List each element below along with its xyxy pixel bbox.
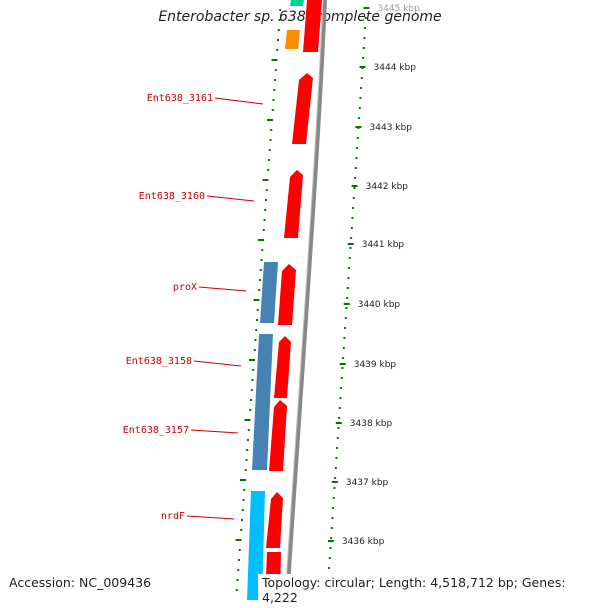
reverse-genes	[247, 0, 304, 600]
gene-label[interactable]: Ent638_3160	[139, 191, 205, 202]
kbp-label: 3439 kbp	[354, 360, 397, 370]
inner-ticks	[235, 9, 282, 591]
kbp-scale: 3445 kbp 3444 kbp 3443 kbp 3442 kbp 3441 kbp…	[327, 4, 420, 547]
gene-Ent638-3161[interactable]	[292, 73, 313, 144]
gene-orange[interactable]	[285, 30, 300, 49]
kbp-label: 3444 kbp	[374, 63, 417, 73]
genome-title: Enterobacter sp. 638, complete genome	[158, 9, 442, 25]
gene-callout-line	[190, 429, 239, 434]
gene-label[interactable]: Ent638_3158	[126, 356, 192, 367]
gene-top[interactable]	[303, 0, 322, 52]
genome-backbone-highlight	[284, 0, 324, 600]
gene-green[interactable]	[290, 0, 304, 6]
gene-callouts: Ent638_3161 Ent638_3160 proX Ent638_3158 Ent…	[123, 93, 264, 522]
gene-nrdF[interactable]	[247, 491, 265, 600]
kbp-label: 3445 kbp	[377, 4, 420, 14]
kbp-label: 3438 kbp	[350, 419, 393, 429]
gene-Ent638-3158[interactable]	[274, 336, 291, 398]
genome-backbone	[285, 0, 327, 600]
genome-summary: Topology: circular; Length: 4,518,712 bp…	[258, 574, 600, 608]
gene-callout-line	[206, 195, 255, 202]
kbp-label: 3436 kbp	[342, 537, 385, 547]
kbp-label: 3437 kbp	[346, 478, 389, 488]
gene-label[interactable]: Ent638_3161	[147, 93, 213, 104]
kbp-label: 3441 kbp	[362, 240, 405, 250]
gene-callout-line	[193, 360, 242, 367]
gene-Ent638-3158-rev[interactable]	[252, 334, 273, 470]
gene-Ent638-3160[interactable]	[284, 170, 303, 238]
gene-nrdF-fwd[interactable]	[266, 492, 283, 548]
gene-callout-line	[198, 286, 247, 292]
kbp-label: 3442 kbp	[366, 182, 409, 192]
gene-label[interactable]: nrdF	[161, 511, 185, 522]
gene-proX-fwd[interactable]	[278, 264, 296, 325]
kbp-label: 3443 kbp	[370, 123, 413, 133]
gene-proX[interactable]	[260, 262, 278, 323]
accession-label: Accession: NC_009436	[9, 575, 152, 590]
gene-Ent638-3157[interactable]	[269, 400, 287, 471]
gene-label[interactable]: proX	[173, 282, 197, 293]
gene-callout-line	[214, 97, 264, 105]
gene-label[interactable]: Ent638_3157	[123, 425, 189, 436]
gene-callout-line	[186, 515, 235, 520]
kbp-label: 3440 kbp	[358, 300, 401, 310]
